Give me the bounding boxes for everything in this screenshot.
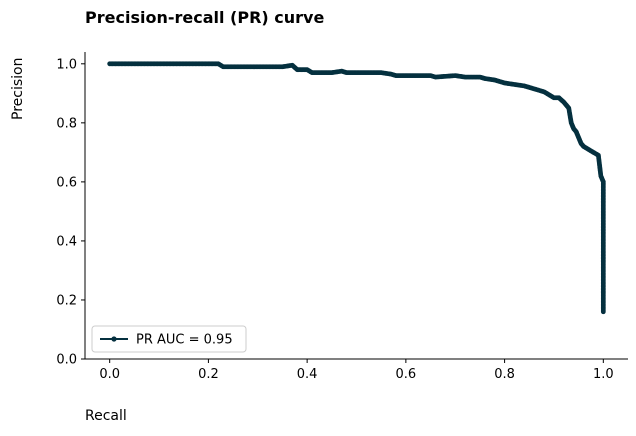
axes: 0.0 0.2 0.4 0.6 0.8 1.0 0.0 0.2 0.4 0.6 0.8 1.0 (56, 52, 628, 382)
x-tick-label: 0.8 (494, 367, 515, 382)
plot-area (107, 61, 606, 315)
y-tick-label: 0.2 (56, 293, 77, 308)
data-point (600, 309, 606, 315)
y-tick-label: 0.6 (56, 175, 77, 190)
x-tick-label: 1.0 (593, 367, 614, 382)
legend-box (91, 325, 247, 353)
y-tick-label: 0.0 (56, 353, 77, 368)
y-tick-label: 0.4 (56, 234, 77, 249)
x-tick-label: 0.2 (198, 367, 219, 382)
y-tick-label: 1.0 (56, 57, 77, 72)
legend-label: PR AUC = 0.95 (136, 333, 233, 348)
legend: PR AUC = 0.95 (91, 325, 247, 353)
x-tick-label: 0.4 (297, 367, 318, 382)
legend-marker (111, 336, 117, 342)
x-tick-label: 0.6 (396, 367, 417, 382)
x-tick-label: 0.0 (99, 367, 120, 382)
chart-title: Precision-recall (PR) curve (85, 8, 325, 27)
x-axis-label: Recall (85, 408, 127, 424)
y-tick-label: 0.8 (56, 116, 77, 131)
series-line (109, 62, 605, 312)
